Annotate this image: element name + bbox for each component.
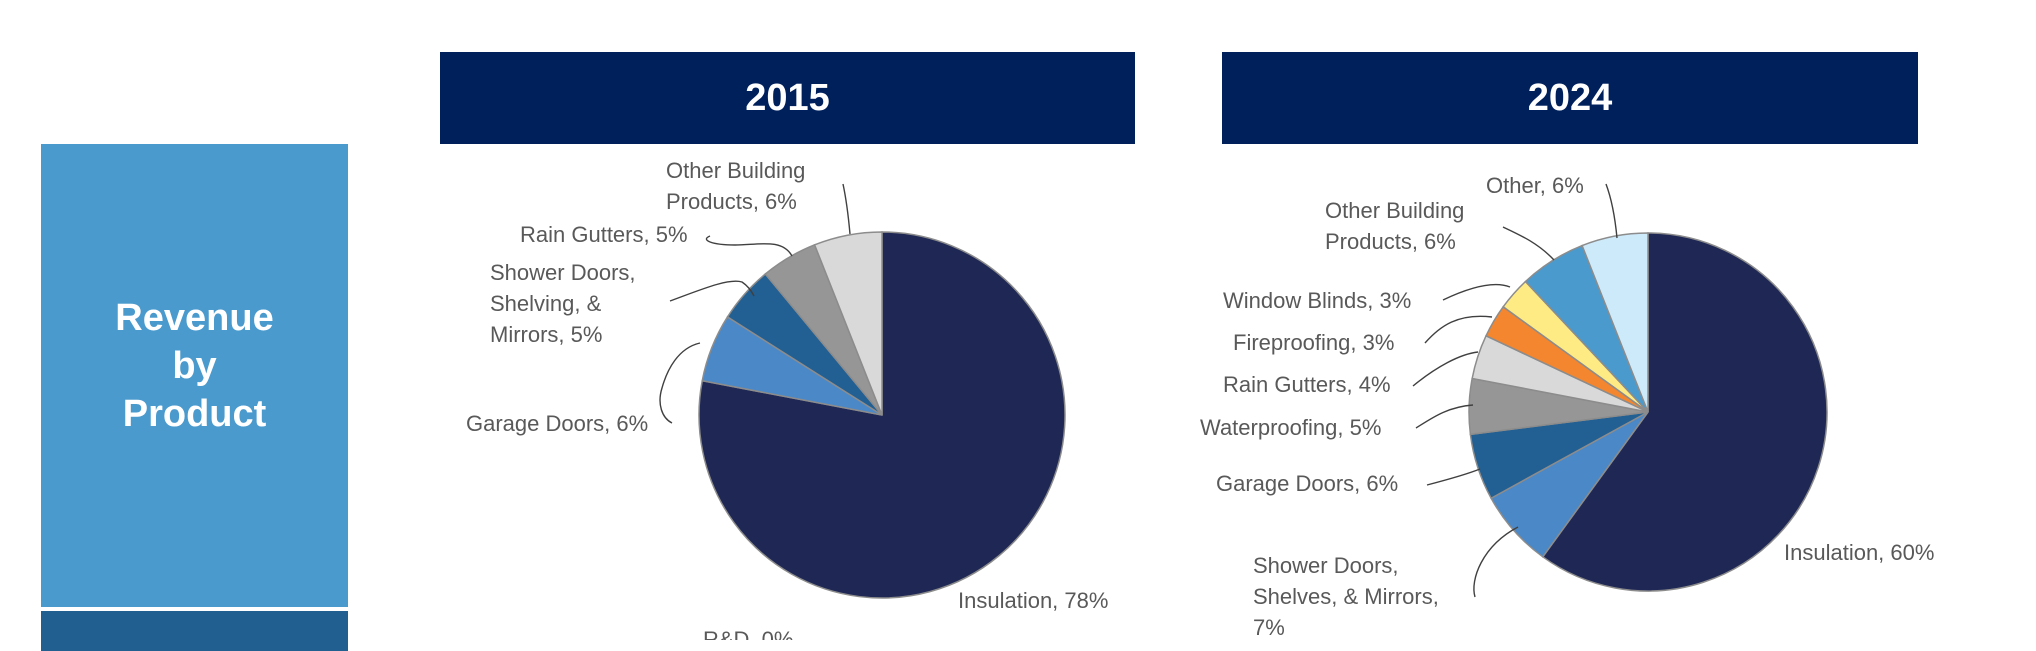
leader-line-other-building-products <box>1502 226 1555 261</box>
pie-chart-2024: Insulation, 60% Shower Doors, Shelves, & M… <box>1200 173 1934 640</box>
data-label-insulation: Insulation, 78% <box>958 588 1108 613</box>
panel-title-line-3: Product <box>122 392 267 435</box>
leader-line-shower-doors-shelves-mirrors <box>1473 526 1519 598</box>
data-label-r-d: R&D, 0% <box>703 627 793 640</box>
data-label-waterproofing: Waterproofing, 5% <box>1200 415 1381 440</box>
panel-title-line-1: Revenue <box>115 296 274 339</box>
leader-line-fireproofing <box>1424 315 1493 344</box>
leader-line-garage-doors <box>1426 468 1481 486</box>
leader-line-garage-doors <box>659 342 701 424</box>
leader-line-waterproofing <box>1415 404 1474 429</box>
leader-line-other <box>1605 183 1618 239</box>
data-label-shower-doors-shelves-mirrors: Shower Doors, Shelves, & Mirrors, 7% <box>1253 553 1439 640</box>
data-label-other: Other, 6% <box>1486 173 1584 198</box>
data-label-garage-doors: Garage Doors, 6% <box>1216 471 1398 496</box>
chart-title-2015: 2015 <box>440 52 1135 144</box>
data-label-insulation: Insulation, 60% <box>1784 540 1934 565</box>
leader-line-shower-doors-shelving-mirrors <box>669 280 755 302</box>
data-label-rain-gutters: Rain Gutters, 5% <box>520 222 688 247</box>
panel-title-line-2: by <box>172 344 217 387</box>
leader-line-other-building-products <box>842 183 851 235</box>
data-label-other-building-products: Other Building Products, 6% <box>1325 198 1464 254</box>
data-label-shower-doors-shelving-mirrors: Shower Doors, Shelving, & Mirrors, 5% <box>490 260 636 347</box>
slice-other <box>1581 232 1649 413</box>
chart-title-2024: 2024 <box>1222 52 1918 144</box>
pie-chart-2015: Insulation, 78% R&D, 0% Garage Doors, 6% Sh… <box>466 158 1108 640</box>
data-label-rain-gutters: Rain Gutters, 4% <box>1223 372 1391 397</box>
slice-insulation <box>1541 232 1828 592</box>
data-label-fireproofing: Fireproofing, 3% <box>1233 330 1394 355</box>
panel-title: Revenue by Product <box>75 294 315 438</box>
data-label-window-blinds: Window Blinds, 3% <box>1223 288 1411 313</box>
revenue-by-product-panel: Revenue by Product <box>41 144 348 607</box>
data-label-garage-doors: Garage Doors, 6% <box>466 411 648 436</box>
leader-line-rain-gutters <box>1412 351 1479 387</box>
leader-line-rain-gutters <box>705 235 793 257</box>
slice-insulation <box>698 231 1066 599</box>
slice-other-building-products <box>813 231 883 416</box>
leader-line-window-blinds <box>1442 283 1511 301</box>
data-label-other-building-products: Other Building Products, 6% <box>666 158 805 214</box>
